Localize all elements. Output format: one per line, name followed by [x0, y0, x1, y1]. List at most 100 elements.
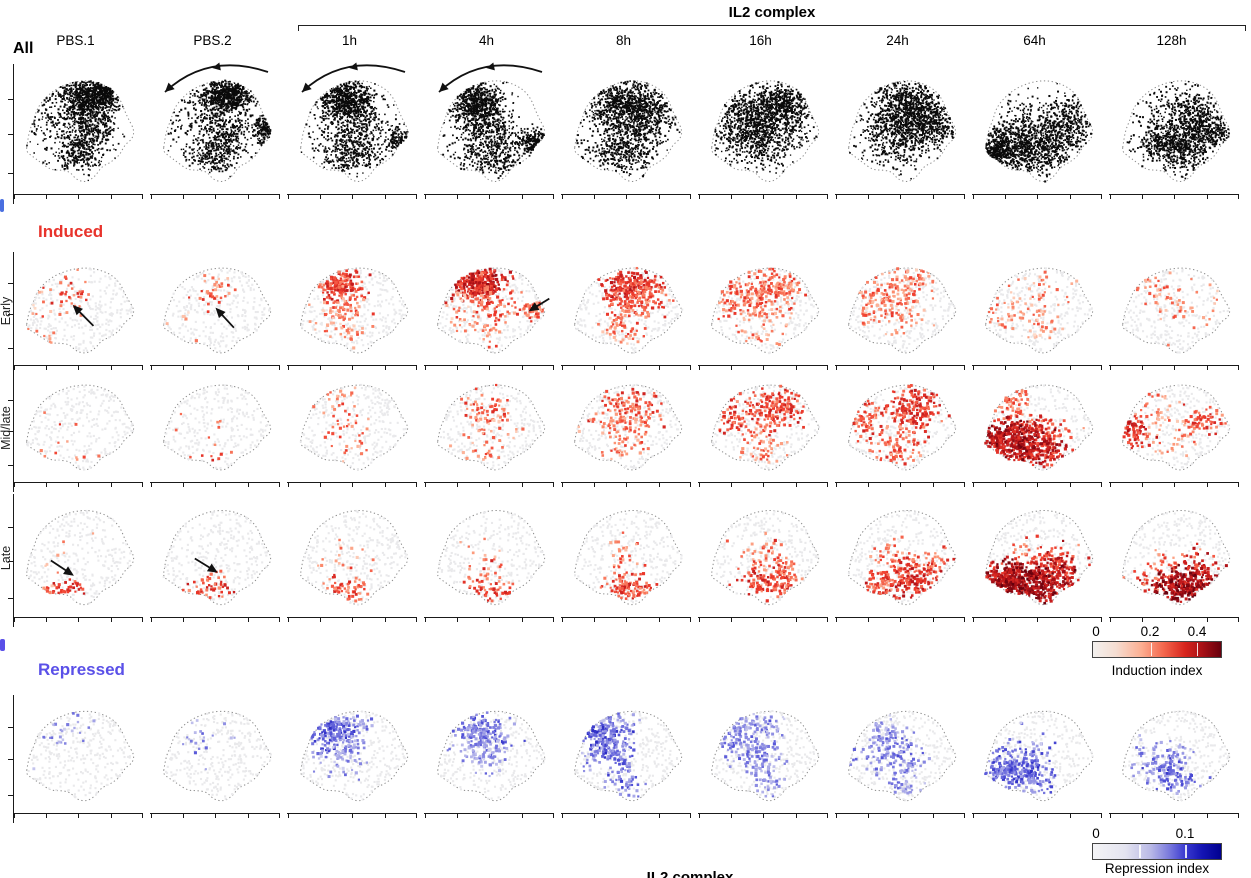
x-axis-tick [626, 617, 627, 622]
x-axis-tick [658, 813, 660, 818]
column-label-24h: 24h [886, 33, 909, 48]
x-axis-tick [867, 617, 869, 622]
x-axis-tick [763, 194, 764, 199]
y-axis-tick [8, 99, 13, 100]
umap-panel-repressed-1h [287, 685, 420, 818]
umap-panel-early-16h [698, 242, 831, 370]
x-axis-tick [658, 194, 660, 199]
x-axis-tick [932, 194, 934, 199]
x-axis-tick [1037, 194, 1038, 199]
umap-panel-early-PBS.2 [150, 242, 283, 370]
umap-scatter-canvas [13, 54, 146, 194]
umap-scatter-canvas [424, 359, 557, 482]
x-axis-tick [689, 194, 691, 199]
y-axis-tick [8, 134, 13, 135]
x-axis-tick [795, 194, 797, 199]
x-axis-tick [247, 617, 249, 622]
y-axis-tick [8, 727, 13, 728]
umap-panel-early-PBS.1 [13, 242, 146, 370]
section-label-induced: Induced [38, 222, 104, 241]
umap-panel-all-PBS.1 [13, 54, 146, 199]
x-axis-tick [110, 813, 112, 818]
x-axis-tick [384, 813, 386, 818]
x-axis-tick [593, 617, 595, 622]
x-axis-tick [247, 194, 249, 199]
x-axis-tick [1004, 813, 1006, 818]
umap-panel-repressed-64h [972, 685, 1105, 818]
x-axis-tick [352, 617, 353, 622]
umap-scatter-canvas [972, 484, 1105, 617]
x-axis-tick [247, 813, 249, 818]
x-axis-tick [1206, 617, 1208, 622]
umap-panel-all-128h [1109, 54, 1242, 199]
x-axis-tick [278, 617, 280, 622]
umap-scatter-canvas [287, 54, 420, 194]
column-label-PBS.2: PBS.2 [193, 33, 232, 48]
umap-panel-early-24h [835, 242, 968, 370]
umap-panel-mid-128h [1109, 359, 1242, 487]
x-axis-tick [626, 813, 627, 818]
repression-gradient-bar [1092, 843, 1222, 860]
y-axis-tick [8, 560, 13, 562]
umap-scatter-canvas [424, 54, 557, 194]
x-axis-tick [45, 194, 47, 199]
colorbar-dash [1185, 845, 1187, 858]
umap-scatter-canvas [13, 359, 146, 482]
x-axis-tick [425, 194, 427, 199]
x-axis-tick [78, 194, 79, 199]
x-axis-tick [867, 813, 869, 818]
x-axis-tick [699, 617, 701, 622]
x-axis-tick [182, 813, 184, 818]
section-label-repressed: Repressed [38, 660, 125, 679]
y-axis-tick [8, 399, 13, 401]
x-axis-tick [78, 813, 79, 818]
x-axis-tick [973, 194, 975, 199]
x-axis-tick [456, 194, 458, 199]
x-axis-tick [963, 813, 965, 818]
x-axis-tick [521, 194, 523, 199]
x-axis-tick [562, 194, 564, 199]
x-axis-tick [1069, 813, 1071, 818]
x-axis-tick [1141, 194, 1143, 199]
y-axis-tick [8, 282, 13, 284]
umap-panel-mid-1h [287, 359, 420, 487]
x-axis-tick [182, 617, 184, 622]
umap-panel-all-1h [287, 54, 420, 199]
x-axis-tick [699, 194, 701, 199]
x-axis-tick [319, 813, 321, 818]
umap-scatter-canvas [835, 54, 968, 194]
umap-panel-early-1h [287, 242, 420, 370]
umap-panel-mid-PBS.2 [150, 359, 283, 487]
umap-panel-all-16h [698, 54, 831, 199]
x-axis-tick [182, 194, 184, 199]
x-axis-tick [415, 194, 417, 199]
x-axis-tick [1237, 194, 1239, 199]
x-axis-tick [1100, 617, 1102, 622]
y-axis-tick [8, 464, 13, 466]
x-axis-tick [900, 813, 901, 818]
x-axis-tick [593, 813, 595, 818]
x-axis-tick [1141, 813, 1143, 818]
x-axis-tick [319, 617, 321, 622]
umap-scatter-canvas [698, 484, 831, 617]
x-axis-tick [689, 617, 691, 622]
x-axis-tick [45, 813, 47, 818]
x-axis-tick [836, 617, 838, 622]
x-axis-tick [593, 194, 595, 199]
umap-panel-mid-8h [561, 359, 694, 487]
umap-scatter-canvas [972, 54, 1105, 194]
umap-panel-mid-24h [835, 359, 968, 487]
x-axis-tick [900, 617, 901, 622]
umap-scatter-canvas [561, 242, 694, 365]
umap-scatter-canvas [287, 359, 420, 482]
x-axis-tick [1206, 194, 1208, 199]
x-axis-tick [867, 194, 869, 199]
umap-panel-mid-16h [698, 359, 831, 487]
x-axis-tick [415, 813, 417, 818]
umap-scatter-canvas [150, 359, 283, 482]
x-axis-tick [1174, 813, 1175, 818]
umap-scatter-canvas [287, 685, 420, 813]
column-label-1h: 1h [341, 33, 358, 48]
row-label-late: Late [0, 545, 13, 571]
umap-scatter-canvas [561, 359, 694, 482]
